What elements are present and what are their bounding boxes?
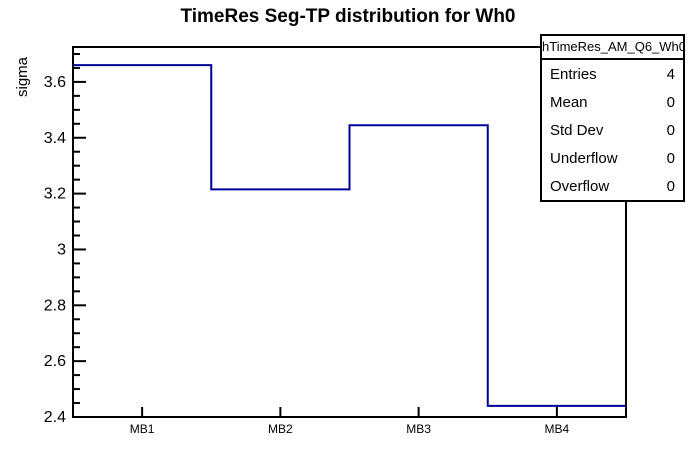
stats-box: hTimeRes_AM_Q6_Wh0 Entries 4 Mean 0 Std …: [540, 34, 685, 202]
stats-label: Overflow: [550, 177, 610, 195]
chart-title: TimeRes Seg-TP distribution for Wh0: [180, 6, 516, 27]
stats-label: Entries: [550, 65, 597, 83]
y-tick-label: 3.4: [44, 130, 66, 147]
x-tick-label: MB1: [130, 422, 155, 436]
stats-row-entries: Entries 4: [542, 60, 683, 88]
x-tick-label: MB4: [545, 422, 570, 436]
stats-row-overflow: Overflow 0: [542, 172, 683, 200]
x-tick-label: MB3: [406, 422, 431, 436]
stats-value: 0: [666, 121, 675, 139]
stats-value: 0: [666, 177, 675, 195]
stats-row-underflow: Underflow 0: [542, 144, 683, 172]
y-tick-label: 3: [57, 241, 66, 258]
y-tick-label: 3.6: [44, 74, 66, 91]
stats-box-body: Entries 4 Mean 0 Std Dev 0 Underflow 0 O…: [542, 60, 683, 200]
stats-box-title: hTimeRes_AM_Q6_Wh0: [542, 36, 683, 60]
y-tick-label: 2.8: [44, 297, 66, 314]
stats-label: Underflow: [550, 149, 618, 167]
stats-value: 0: [666, 93, 675, 111]
y-tick-label: 3.2: [44, 186, 66, 203]
stats-label: Std Dev: [550, 121, 604, 139]
y-tick-label: 2.4: [44, 409, 66, 426]
stats-label: Mean: [550, 93, 588, 111]
stats-value: 4: [666, 65, 675, 83]
plot-frame: [72, 46, 627, 418]
stats-value: 0: [666, 149, 675, 167]
stats-row-stddev: Std Dev 0: [542, 116, 683, 144]
x-tick-label: MB2: [268, 422, 293, 436]
y-tick-label: 2.6: [44, 353, 66, 370]
stats-row-mean: Mean 0: [542, 88, 683, 116]
histogram-line: [73, 64, 626, 407]
